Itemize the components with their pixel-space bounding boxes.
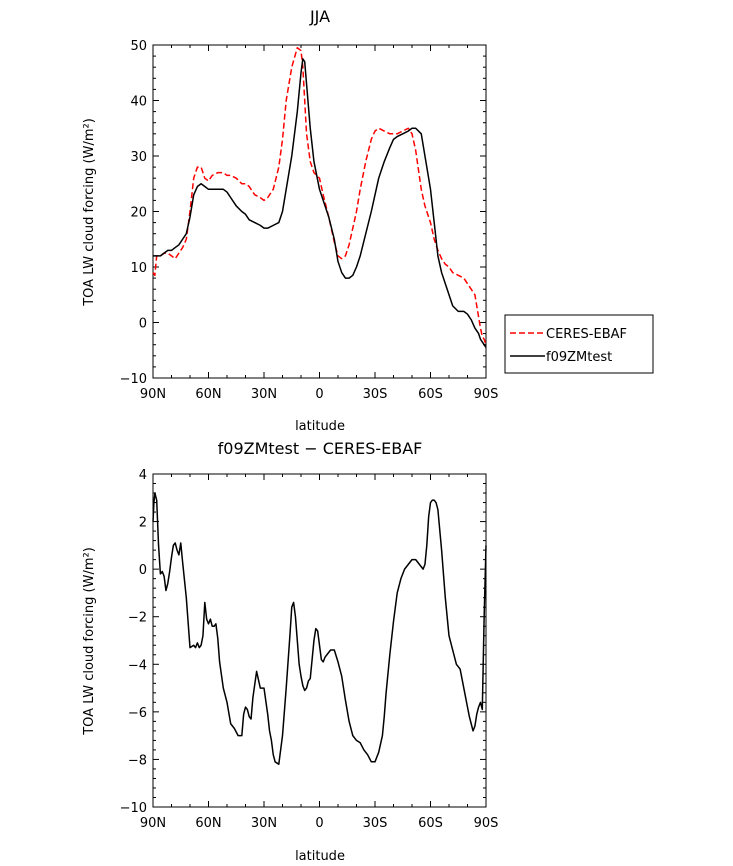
top-xtick-label: 90S xyxy=(474,387,499,402)
bottom-x-axis-label: latitude xyxy=(295,849,345,864)
top-xtick-label: 90N xyxy=(140,387,166,402)
bottom-xtick-label: 60N xyxy=(195,816,221,831)
top-axes: 90N 60N 30N 0 30S 60S 90S −10 0 10 20 30 40 50 xyxy=(120,39,499,402)
bottom-xtick-label: 60S xyxy=(418,816,443,831)
top-xtick-label: 30S xyxy=(363,387,388,402)
top-series-line-ceres-ebaf xyxy=(152,47,487,345)
bottom-panel-title: f09ZMtest − CERES-EBAF xyxy=(218,439,423,458)
top-plot-frame xyxy=(152,44,487,379)
top-ytick-label: 20 xyxy=(130,206,147,221)
top-panel-title: JJA xyxy=(309,7,330,26)
top-ytick-label: 30 xyxy=(130,150,147,165)
bottom-ytick-label: 2 xyxy=(139,516,147,531)
top-xtick-label: 30N xyxy=(251,387,277,402)
bottom-panel: f09ZMtest − CERES-EBAF 90N 60N 30N 0 30S 60S 9… xyxy=(82,439,498,864)
top-x-axis-label: latitude xyxy=(295,419,345,434)
legend-box xyxy=(504,314,654,374)
bottom-ytick-label: −4 xyxy=(128,658,147,673)
top-series-line-f09zmtest xyxy=(153,58,487,348)
bottom-xtick-label: 0 xyxy=(315,816,323,831)
bottom-xtick-label: 30N xyxy=(251,816,277,831)
top-y-axis-label: TOA LW cloud forcing (W/m²) xyxy=(82,118,97,307)
legend: CERES-EBAF f09ZMtest xyxy=(504,314,654,374)
bottom-ytick-label: −10 xyxy=(120,801,147,816)
top-xtick-label: 0 xyxy=(315,387,323,402)
top-ytick-label: 0 xyxy=(139,317,147,332)
bottom-xtick-label: 90S xyxy=(474,816,499,831)
top-ytick-label: −10 xyxy=(120,372,147,387)
bottom-ytick-label: −2 xyxy=(128,611,147,626)
bottom-series xyxy=(152,492,487,765)
bottom-ytick-label: 0 xyxy=(139,563,147,578)
legend-label-f09zmtest: f09ZMtest xyxy=(546,350,612,365)
bottom-series-line-diff xyxy=(152,492,487,765)
bottom-axes: 90N 60N 30N 0 30S 60S 90S −10 −8 −6 −4 −2 0 2 4 xyxy=(120,468,499,831)
top-ytick-label: 10 xyxy=(130,261,147,276)
top-ytick-label: 50 xyxy=(130,39,147,54)
bottom-ytick-label: −6 xyxy=(128,706,147,721)
top-series xyxy=(152,47,487,348)
legend-label-ceres: CERES-EBAF xyxy=(546,327,627,342)
top-panel: JJA 90N 60N 30N 0 30S 60S 90S −10 0 10 20 30 40 50 la… xyxy=(82,7,498,434)
bottom-ytick-label: −8 xyxy=(128,753,147,768)
top-xtick-label: 60S xyxy=(418,387,443,402)
top-ytick-label: 40 xyxy=(130,95,147,110)
bottom-xtick-label: 30S xyxy=(363,816,388,831)
bottom-xtick-label: 90N xyxy=(140,816,166,831)
top-xtick-label: 60N xyxy=(195,387,221,402)
bottom-ytick-label: 4 xyxy=(139,468,147,483)
bottom-y-axis-label: TOA LW cloud forcing (W/m²) xyxy=(82,547,97,736)
